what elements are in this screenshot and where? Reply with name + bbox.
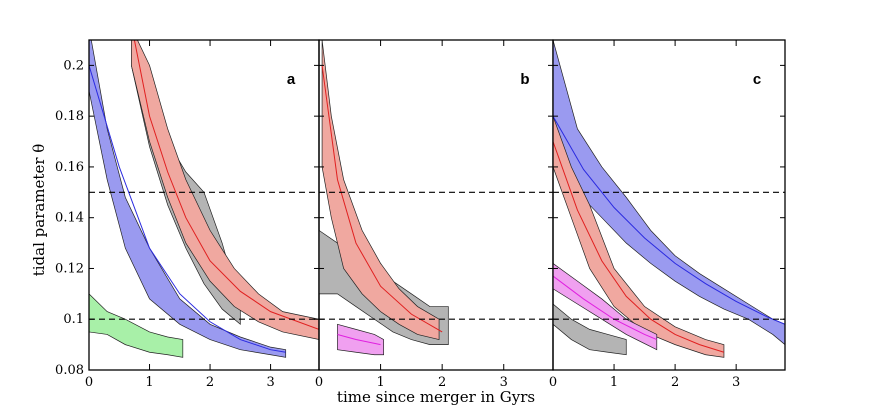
- x-axis-label: time since merger in Gyrs: [337, 388, 535, 406]
- band-b-magenta: [337, 323, 385, 356]
- fit-line-a-red_line: [133, 40, 319, 330]
- y-tick-label-5: 0.18: [55, 109, 84, 124]
- fit-line-b-magenta_line: [337, 333, 381, 346]
- x-tick-label-a-2: 2: [206, 375, 214, 390]
- x-tick-label-b-1: 1: [376, 375, 384, 390]
- band-a-green: [89, 293, 184, 358]
- x-tick-label-c-0: 0: [549, 375, 557, 390]
- y-tick-label-6: 0.2: [63, 58, 84, 73]
- panel-label-a: a: [287, 71, 296, 88]
- x-tick-label-c-3: 3: [732, 375, 740, 390]
- fit-line-a-blue_line: [89, 65, 286, 353]
- fit-line-b-red_line: [321, 65, 443, 333]
- band-a-red: [131, 40, 319, 340]
- y-tick-label-3: 0.14: [55, 211, 84, 226]
- x-tick-label-a-3: 3: [266, 375, 274, 390]
- y-tick-label-1: 0.1: [63, 312, 84, 327]
- x-tick-label-b-3: 3: [500, 375, 508, 390]
- band-b-red: [321, 40, 440, 340]
- band-c-red: [553, 116, 725, 358]
- x-tick-label-c-1: 1: [610, 375, 618, 390]
- x-tick-label-c-2: 2: [671, 375, 679, 390]
- panel-label-b: b: [520, 71, 529, 88]
- fit-line-c-blue_line: [553, 115, 785, 325]
- panel-frame-c: [552, 39, 786, 371]
- band-c-gray: [553, 303, 627, 356]
- y-tick-label-4: 0.16: [55, 160, 84, 175]
- x-tick-label-b-2: 2: [438, 375, 446, 390]
- x-tick-label-b-0: 0: [315, 375, 323, 390]
- y-axis-label: tidal parameter θ: [30, 144, 48, 277]
- panel-label-c: c: [753, 71, 761, 88]
- y-tick-label-2: 0.12: [55, 261, 84, 276]
- y-tick-label-0: 0.08: [55, 363, 84, 378]
- x-tick-label-a-1: 1: [145, 375, 153, 390]
- fit-line-c-red_line: [553, 141, 725, 353]
- x-tick-label-a-0: 0: [85, 375, 93, 390]
